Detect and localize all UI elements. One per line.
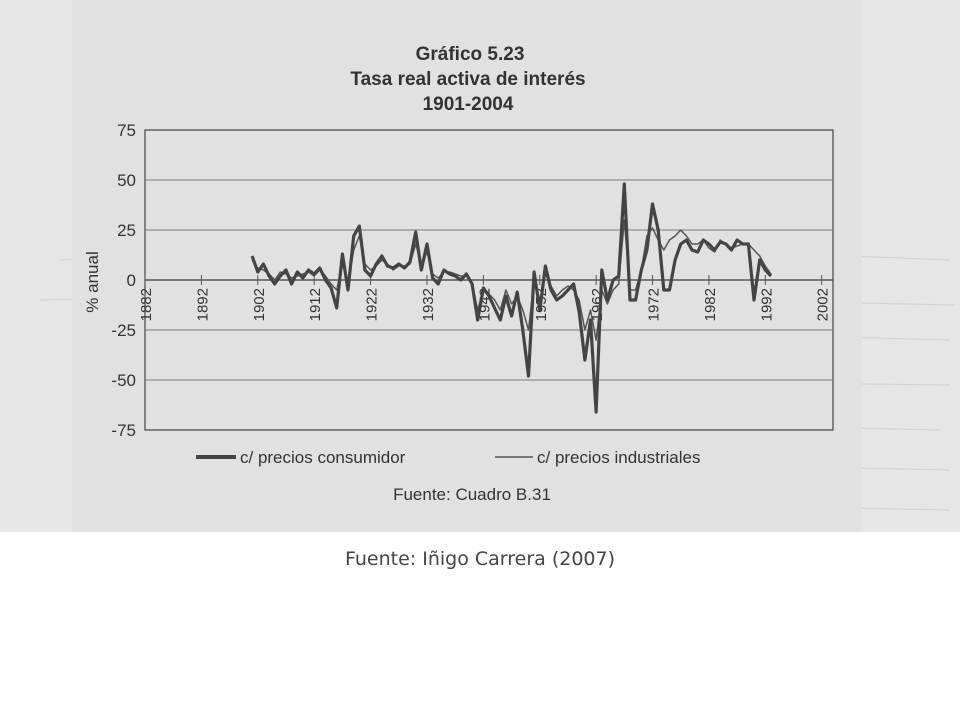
x-tick-label: 2002 bbox=[815, 288, 832, 321]
y-axis-label: % anual bbox=[83, 251, 102, 312]
chart-title-line-1: Gráfico 5.23 bbox=[416, 44, 525, 65]
x-tick-label: 1982 bbox=[702, 288, 719, 321]
x-tick-label: 1912 bbox=[307, 288, 324, 321]
y-tick-label: 75 bbox=[117, 121, 136, 140]
y-tick-label: 50 bbox=[117, 171, 136, 190]
x-tick-label: 1902 bbox=[251, 288, 268, 321]
x-tick-label: 1922 bbox=[364, 288, 381, 321]
x-tick-label: 1972 bbox=[646, 288, 663, 321]
grid-lines bbox=[145, 179, 833, 381]
chart-figure: Gráfico 5.23 Tasa real activa de interés… bbox=[72, 0, 862, 532]
x-tick-label: 1932 bbox=[420, 288, 437, 321]
legend: c/ precios consumidor c/ precios industr… bbox=[196, 448, 700, 467]
y-tick-labels: 75 50 25 0 -25 -50 -75 bbox=[111, 121, 136, 440]
chart-title-line-3: 1901-2004 bbox=[423, 94, 514, 115]
legend-label-industriales: c/ precios industriales bbox=[537, 448, 700, 467]
y-tick-label: -25 bbox=[111, 321, 136, 340]
series-lines bbox=[250, 182, 773, 414]
y-tick-label: 25 bbox=[117, 221, 136, 240]
scanned-chart-page: Gráfico 5.23 Tasa real activa de interés… bbox=[0, 0, 960, 532]
figure-caption: Fuente: Iñigo Carrera (2007) bbox=[344, 548, 616, 570]
y-tick-label: -50 bbox=[111, 371, 136, 390]
chart-title-line-2: Tasa real activa de interés bbox=[350, 69, 585, 90]
chart-source-note: Fuente: Cuadro B.31 bbox=[393, 485, 551, 504]
x-tick-label: 1892 bbox=[194, 288, 211, 321]
series-line-consumidor bbox=[250, 182, 773, 414]
legend-label-consumidor: c/ precios consumidor bbox=[240, 448, 406, 467]
x-tick-labels: 1882 1892 1902 1912 1922 1932 1942 1952 1962 1972… bbox=[138, 275, 832, 321]
x-tick-label: 1992 bbox=[758, 288, 775, 321]
y-tick-label: -75 bbox=[111, 421, 136, 440]
chart-panel bbox=[72, 0, 862, 532]
x-tick-label: 1882 bbox=[138, 288, 155, 321]
y-tick-label: 0 bbox=[127, 271, 136, 290]
